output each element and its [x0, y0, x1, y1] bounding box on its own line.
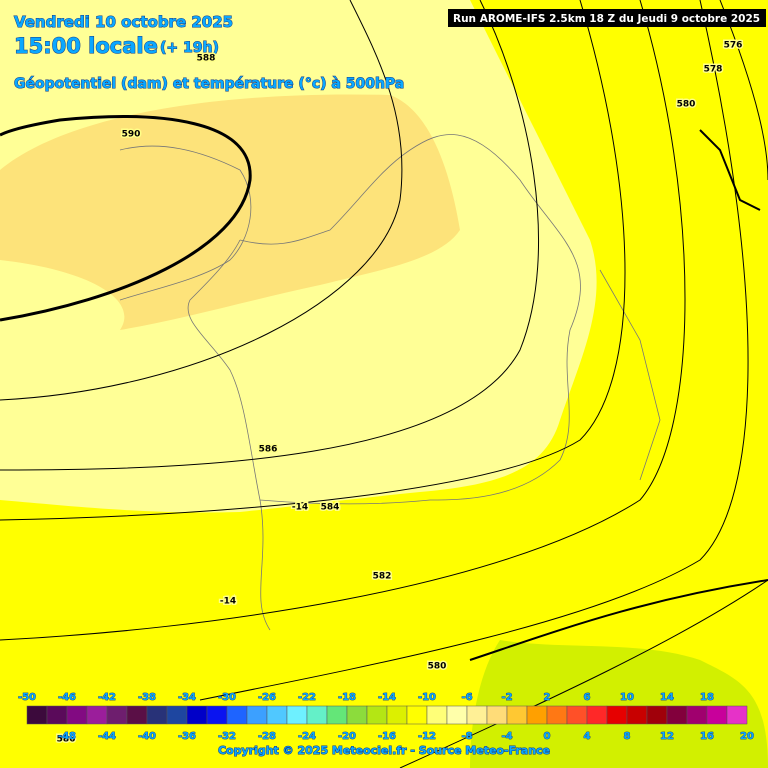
- color-swatch: [346, 705, 368, 725]
- color-swatch: [86, 705, 108, 725]
- date: Vendredi 10 octobre 2025: [14, 13, 233, 31]
- contour-label: -14: [220, 597, 236, 607]
- contour-label: 586: [57, 735, 76, 745]
- legend-label: -8: [461, 731, 472, 742]
- legend-label: -34: [178, 692, 196, 703]
- legend-label: -24: [298, 731, 316, 742]
- run-info: Run AROME-IFS 2.5km 18 Z du Jeudi 9 octo…: [453, 13, 760, 25]
- legend-label: -12: [418, 731, 436, 742]
- contour-label: 588: [197, 54, 216, 64]
- legend-label: -10: [418, 692, 436, 703]
- legend-label: -36: [178, 731, 196, 742]
- contour-label: 576: [724, 41, 743, 51]
- color-swatch: [106, 705, 128, 725]
- legend-label: -28: [258, 731, 276, 742]
- color-swatch: [386, 705, 408, 725]
- color-swatch: [46, 705, 68, 725]
- cool-zone: [470, 640, 768, 768]
- legend-label: -44: [98, 731, 116, 742]
- legend-label: -14: [378, 692, 396, 703]
- contour-label: -14: [292, 503, 308, 513]
- time: 15:00 locale: [14, 34, 158, 58]
- coastlines: [119, 134, 661, 631]
- color-swatch: [566, 705, 588, 725]
- contour-label: 584: [321, 503, 340, 513]
- footer: Copyright © 2025 Meteociel.fr - Source M…: [218, 744, 550, 757]
- color-swatch: [446, 705, 468, 725]
- color-swatch: [546, 705, 568, 725]
- legend-label: 18: [700, 692, 714, 703]
- legend-label: -48: [58, 731, 76, 742]
- color-swatch: [146, 705, 168, 725]
- color-swatch: [646, 705, 668, 725]
- color-swatch: [126, 705, 148, 725]
- legend-label: -18: [338, 692, 356, 703]
- legend-label: -26: [258, 692, 276, 703]
- color-swatch: [26, 705, 48, 725]
- contour-label: 590: [122, 130, 141, 140]
- color-swatch: [706, 705, 728, 725]
- color-swatch: [506, 705, 528, 725]
- contour-label: 578: [704, 65, 723, 75]
- legend-label: -42: [98, 692, 116, 703]
- legend-label: -4: [501, 731, 512, 742]
- contour-label: 586: [259, 445, 278, 455]
- legend-label: -22: [298, 692, 316, 703]
- color-swatch: [306, 705, 328, 725]
- legend-label: 2: [544, 692, 551, 703]
- color-swatch: [286, 705, 308, 725]
- color-swatch: [186, 705, 208, 725]
- color-swatch: [486, 705, 508, 725]
- legend-label: 8: [624, 731, 631, 742]
- color-swatch: [466, 705, 488, 725]
- legend-label: 6: [584, 692, 591, 703]
- lead-time: (+ 19h): [160, 40, 219, 56]
- color-swatch: [586, 705, 608, 725]
- color-swatch: [326, 705, 348, 725]
- color-swatch: [226, 705, 248, 725]
- contour-label: 580: [677, 100, 696, 110]
- color-swatch: [166, 705, 188, 725]
- legend-label: -20: [338, 731, 356, 742]
- color-swatch: [206, 705, 228, 725]
- contour-label: 582: [373, 572, 392, 582]
- legend-label: -38: [138, 692, 156, 703]
- color-swatch: [626, 705, 648, 725]
- run-box: [448, 9, 766, 27]
- subtitle: Géopotentiel (dam) et température (°c) à…: [14, 76, 404, 92]
- color-swatch: [406, 705, 428, 725]
- contour-label: 580: [428, 662, 447, 672]
- legend-label: -16: [378, 731, 396, 742]
- color-swatch: [366, 705, 388, 725]
- legend-label: 10: [620, 692, 634, 703]
- color-swatch: [686, 705, 708, 725]
- legend-label: 12: [660, 731, 674, 742]
- legend-label: -6: [461, 692, 472, 703]
- color-swatch: [606, 705, 628, 725]
- color-swatch: [246, 705, 268, 725]
- legend-label: 4: [584, 731, 591, 742]
- color-swatch: [726, 705, 748, 725]
- legend-label: 16: [700, 731, 714, 742]
- legend-label: -46: [58, 692, 76, 703]
- legend-label: 0: [544, 731, 551, 742]
- color-swatch: [526, 705, 548, 725]
- color-swatch: [426, 705, 448, 725]
- color-swatch: [666, 705, 688, 725]
- legend-label: -40: [138, 731, 156, 742]
- legend-label: -50: [18, 692, 36, 703]
- legend-label: -2: [501, 692, 512, 703]
- legend-label: 14: [660, 692, 674, 703]
- warmer-zone: [0, 94, 460, 331]
- legend-label: 20: [740, 731, 754, 742]
- color-swatch: [266, 705, 288, 725]
- legend-label: -32: [218, 731, 236, 742]
- legend-label: -30: [218, 692, 236, 703]
- color-swatch: [66, 705, 88, 725]
